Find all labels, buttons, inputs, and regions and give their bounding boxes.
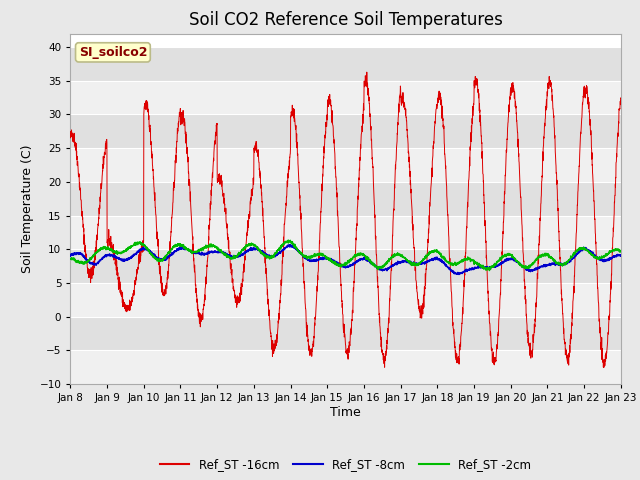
Text: SI_soilco2: SI_soilco2 [79, 46, 147, 59]
Bar [70, 350, 621, 384]
Bar [70, 249, 621, 283]
Bar [70, 283, 621, 317]
Bar [70, 216, 621, 249]
Bar [70, 317, 621, 350]
X-axis label: Time: Time [330, 406, 361, 419]
Bar [70, 114, 621, 148]
Bar [70, 182, 621, 216]
Bar [70, 148, 621, 182]
Legend: Ref_ST -16cm, Ref_ST -8cm, Ref_ST -2cm: Ref_ST -16cm, Ref_ST -8cm, Ref_ST -2cm [155, 454, 536, 476]
Y-axis label: Soil Temperature (C): Soil Temperature (C) [21, 144, 34, 273]
Title: Soil CO2 Reference Soil Temperatures: Soil CO2 Reference Soil Temperatures [189, 11, 502, 29]
Bar [70, 81, 621, 114]
Bar [70, 47, 621, 81]
